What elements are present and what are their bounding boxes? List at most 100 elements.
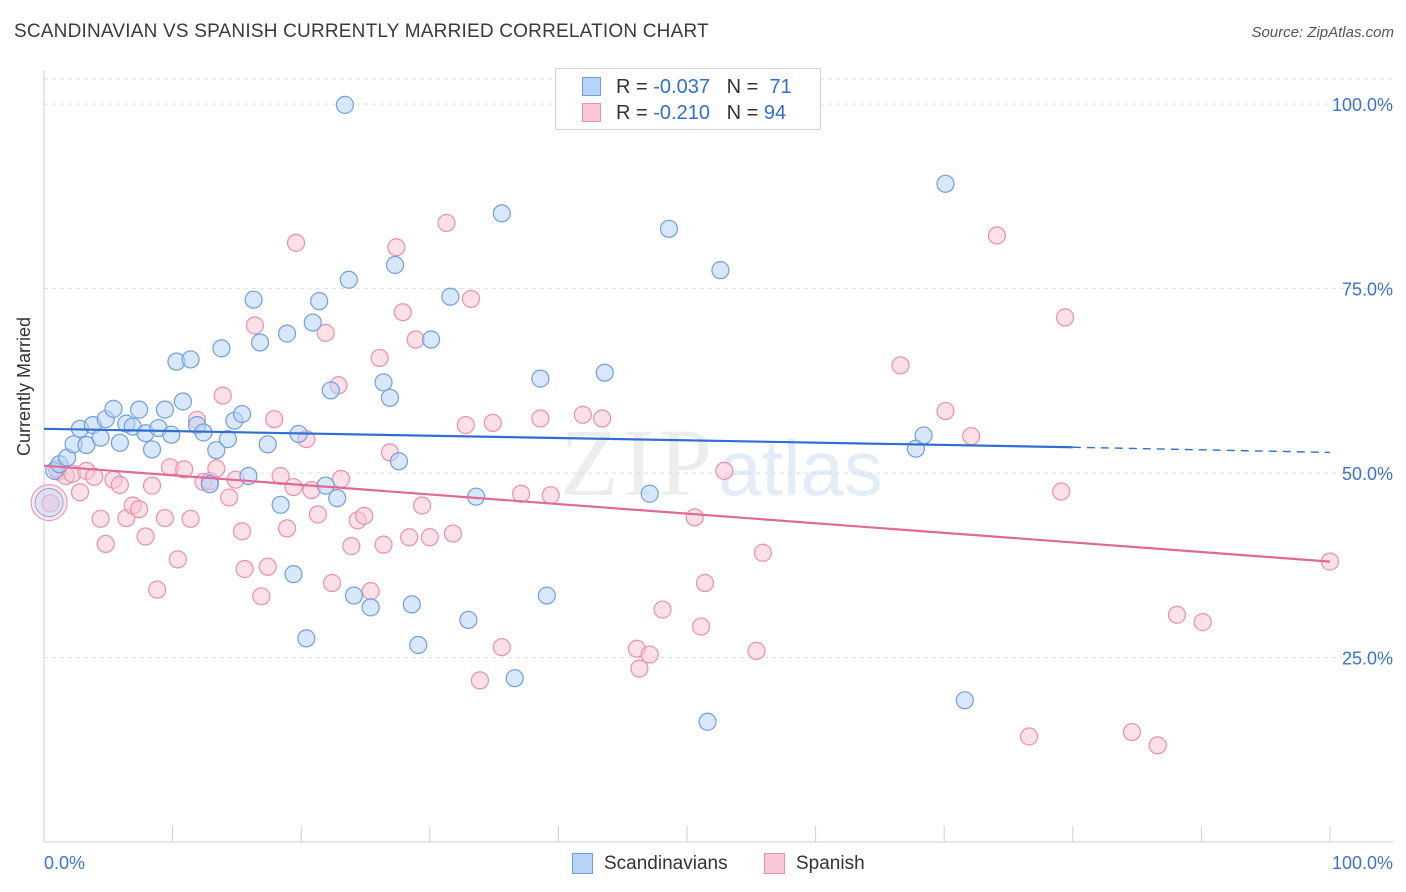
bottom-legend-swatch-pink xyxy=(764,853,785,874)
trend-lines xyxy=(43,427,1331,563)
spanish-points xyxy=(30,213,1340,755)
scandinavian-point xyxy=(297,629,316,648)
spanish-point xyxy=(461,289,481,309)
spanish-point xyxy=(316,323,335,342)
scandinavian-point xyxy=(711,261,730,280)
watermark-zip: ZIP xyxy=(560,409,716,516)
spanish-point xyxy=(715,461,734,480)
scandinavian-point xyxy=(640,484,659,503)
bottom-legend-swatch-blue xyxy=(572,853,593,874)
scandinavian-point xyxy=(212,339,231,358)
spanish-point xyxy=(753,543,772,562)
scandinavian-point xyxy=(162,425,181,444)
legend-r-value: -0.037 xyxy=(653,76,710,98)
legend-r-label: R = xyxy=(616,76,648,98)
spanish-point xyxy=(891,356,910,375)
scandinavians-trend-extension xyxy=(1072,446,1331,454)
spanish-point xyxy=(1122,722,1142,742)
spanish-point xyxy=(284,477,303,497)
spanish-point xyxy=(512,484,531,503)
x-tick-label: 0.0% xyxy=(44,853,85,873)
spanish-point xyxy=(541,486,560,505)
spanish-point xyxy=(136,527,155,546)
spanish-point xyxy=(331,469,351,489)
spanish-point xyxy=(1167,605,1187,624)
spanish-point xyxy=(370,348,389,368)
scandinavian-point xyxy=(321,381,340,400)
spanish-point xyxy=(387,238,406,257)
spanish-point xyxy=(420,528,439,547)
scandinavian-point xyxy=(244,290,263,309)
scandinavian-point xyxy=(402,595,421,614)
bottom-legend-label: Scandinavians xyxy=(604,853,728,874)
bottom-legend-scandinavians[interactable]: Scandinavians xyxy=(572,852,752,876)
spanish-point xyxy=(168,550,187,569)
spanish-point xyxy=(962,427,981,446)
ticks-layer: 25.0% 50.0% 75.0% 100.0% 0.0% 100.0% xyxy=(43,95,1393,873)
bottom-legend-label: Spanish xyxy=(796,853,865,874)
y-tick-label: 50.0% xyxy=(1342,464,1393,484)
scandinavian-point xyxy=(936,174,955,193)
spanish-point xyxy=(258,557,277,576)
scandinavian-point xyxy=(173,392,192,411)
spanish-point xyxy=(41,494,60,513)
scandinavian-point xyxy=(271,495,290,514)
scandinavian-point xyxy=(310,292,329,311)
chart-title: SCANDINAVIAN VS SPANISH CURRENTLY MARRIE… xyxy=(14,21,709,42)
scandinavian-point xyxy=(531,369,550,388)
spanish-point xyxy=(181,509,200,528)
scandinavians-trend-line xyxy=(43,427,1073,449)
spanish-point xyxy=(492,638,511,657)
spanish-point xyxy=(443,524,463,543)
spanish-point xyxy=(406,330,425,349)
scandinavian-point xyxy=(389,452,409,471)
bottom-legend-spanish[interactable]: Spanish xyxy=(764,852,884,876)
spanish-point xyxy=(593,409,612,428)
scandinavian-point-cluster xyxy=(34,488,64,517)
spanish-point xyxy=(322,573,342,593)
scandinavian-point xyxy=(380,388,400,407)
scandinavian-point xyxy=(110,433,129,452)
spanish-point xyxy=(235,559,254,579)
scandinavian-point xyxy=(344,586,364,605)
spanish-point xyxy=(987,226,1007,245)
scandinavian-point xyxy=(659,219,679,238)
scandinavian-point xyxy=(374,373,393,392)
x-tick-label: 100.0% xyxy=(1332,853,1393,873)
spanish-point xyxy=(148,580,167,599)
spanish-point xyxy=(308,505,328,524)
watermark: ZIP atlas xyxy=(560,409,883,516)
scandinavian-point xyxy=(250,333,270,352)
scandinavian-point xyxy=(104,399,123,418)
scandinavian-point xyxy=(155,400,174,419)
spanish-point xyxy=(470,671,490,690)
spanish-point xyxy=(252,587,271,606)
scandinavian-point xyxy=(303,313,322,332)
spanish-point xyxy=(1052,482,1071,501)
spanish-point xyxy=(271,466,290,486)
spanish-point xyxy=(70,483,90,502)
stats-legend: R = -0.037 N = 71 R = -0.210 N = 94 xyxy=(555,68,821,130)
spanish-point xyxy=(361,582,380,601)
scandinavian-point xyxy=(232,404,252,424)
scandinavian-point xyxy=(200,475,219,494)
spanish-point xyxy=(437,213,456,233)
spanish-point xyxy=(747,641,766,660)
scandinavian-point xyxy=(277,324,297,343)
spanish-point xyxy=(155,508,174,528)
legend-r-label: R = xyxy=(616,102,648,124)
spanish-point-cluster xyxy=(30,484,68,522)
scandinavian-point xyxy=(914,426,933,445)
spanish-point xyxy=(531,409,550,428)
y-tick-label: 25.0% xyxy=(1342,649,1393,669)
scandinavian-point xyxy=(441,287,460,306)
axes-layer xyxy=(43,70,1393,843)
spanish-point xyxy=(692,617,711,636)
scandinavian-point xyxy=(698,712,717,731)
spanish-point xyxy=(393,303,412,322)
spanish-point xyxy=(456,416,475,435)
scandinavian-point xyxy=(207,441,226,460)
scandinavian-point xyxy=(91,428,110,447)
spanish-point xyxy=(175,460,194,479)
